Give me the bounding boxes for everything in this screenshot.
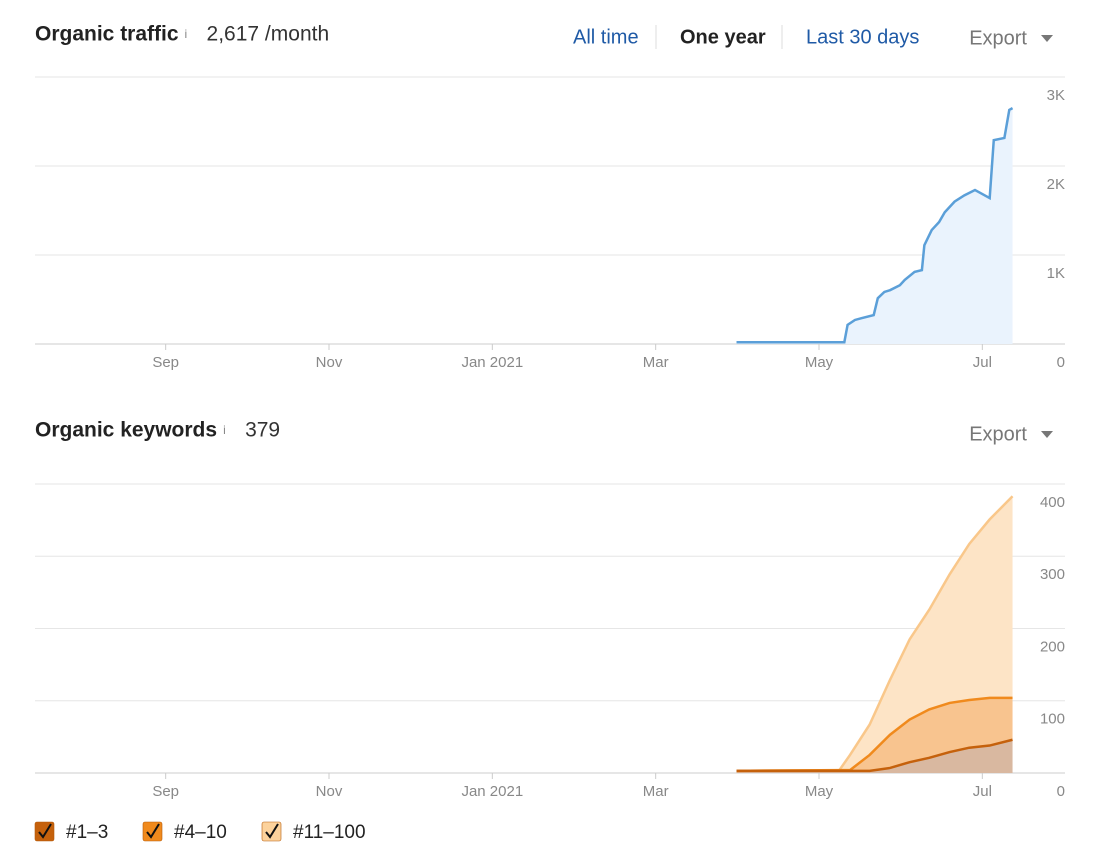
y-tick-label: 100 [1040,711,1065,728]
y-tick-label: 200 [1040,638,1065,655]
x-tick-label: Mar [643,783,669,800]
x-tick-label: Jul [973,354,992,371]
range-button[interactable]: Last 30 days [806,26,919,48]
checkmark [38,823,52,839]
line [736,107,1014,344]
x-tick-label: Sep [152,354,179,371]
x-tick-label: Nov [316,354,343,371]
area [736,496,1013,771]
x-tick-label: Nov [316,783,343,800]
x-tick-label: Sep [152,783,179,800]
x-tick-label: Jan 2021 [461,783,523,800]
area [736,739,1013,773]
line [736,495,1014,773]
y-tick-label: 300 [1040,566,1065,583]
info-icon: i [185,27,188,41]
line [736,738,1013,773]
legend-label[interactable]: #1–3 [66,822,108,843]
legend-label[interactable]: #4–10 [174,822,227,843]
x-tick-label: Mar [643,354,669,371]
y-tick-label: 0 [1057,783,1065,800]
export-caret [1041,35,1053,42]
y-tick-label: 0 [1057,354,1065,371]
x-tick-label: May [805,783,834,800]
export-button[interactable]: Export [969,423,1027,445]
range-button[interactable]: All time [573,26,639,48]
export-button[interactable]: Export [969,27,1027,49]
range-button[interactable]: One year [680,26,766,48]
summary: 2,617 /month [207,23,330,46]
chart-title: Organic traffic [35,23,179,46]
y-tick-label: 2K [1047,176,1065,193]
area [736,108,1013,345]
summary: 379 [245,419,280,442]
y-tick-label: 1K [1047,265,1065,282]
x-tick-label: Jan 2021 [461,354,523,371]
x-tick-label: May [805,354,834,371]
info-icon: i [223,423,226,437]
y-tick-label: 3K [1047,87,1065,104]
checkmark [146,823,160,839]
export-caret [1041,431,1053,438]
x-tick-label: Jul [973,783,992,800]
legend-label[interactable]: #11–100 [293,822,366,843]
checkmark [265,823,279,839]
chart-title: Organic keywords [35,419,217,442]
y-tick-label: 400 [1040,494,1065,511]
